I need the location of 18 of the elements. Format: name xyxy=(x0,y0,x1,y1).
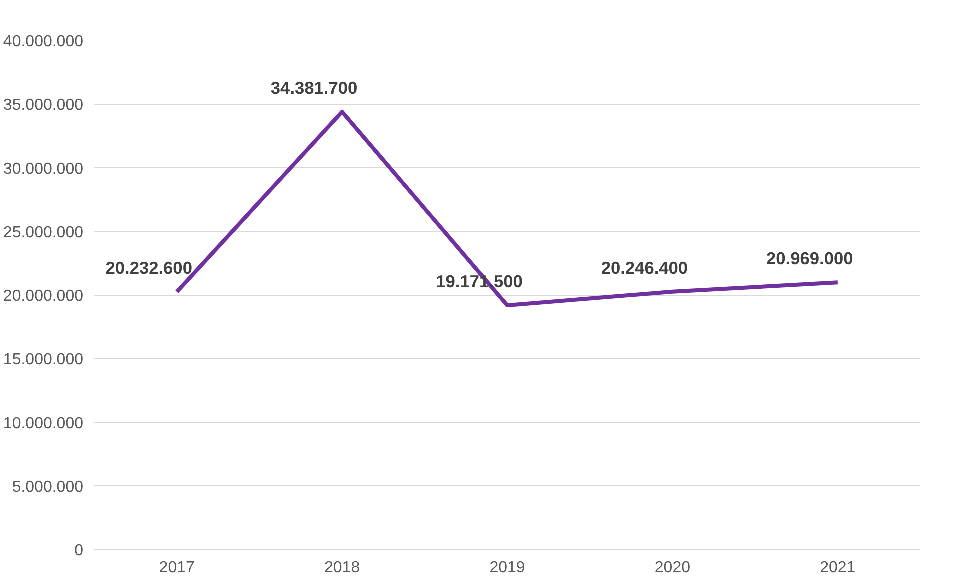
x-tick-label: 2018 xyxy=(324,560,360,576)
data-label: 20.232.600 xyxy=(106,258,192,278)
y-tick-label: 10.000.000 xyxy=(3,415,84,432)
y-tick-label: 15.000.000 xyxy=(3,352,84,369)
x-tick-label: 2017 xyxy=(159,560,195,576)
y-tick-label: 30.000.000 xyxy=(3,160,84,178)
y-tick-label: 25.000.000 xyxy=(3,224,84,242)
data-label: 34.381.700 xyxy=(270,78,358,98)
y-tick-label: 0 xyxy=(74,542,84,560)
x-tick-label: 2020 xyxy=(654,560,691,576)
x-tick-label: 2019 xyxy=(490,560,526,576)
y-tick-label: 35.000.000 xyxy=(3,97,84,114)
y-tick-label: 40.000.000 xyxy=(3,34,84,50)
y-tick-label: 20.000.000 xyxy=(3,288,84,305)
data-label: 20.969.000 xyxy=(766,248,854,269)
y-tick-label: 5.000.000 xyxy=(12,478,84,496)
x-tick-label: 2021 xyxy=(820,560,856,576)
data-label: 20.246.400 xyxy=(601,258,688,278)
